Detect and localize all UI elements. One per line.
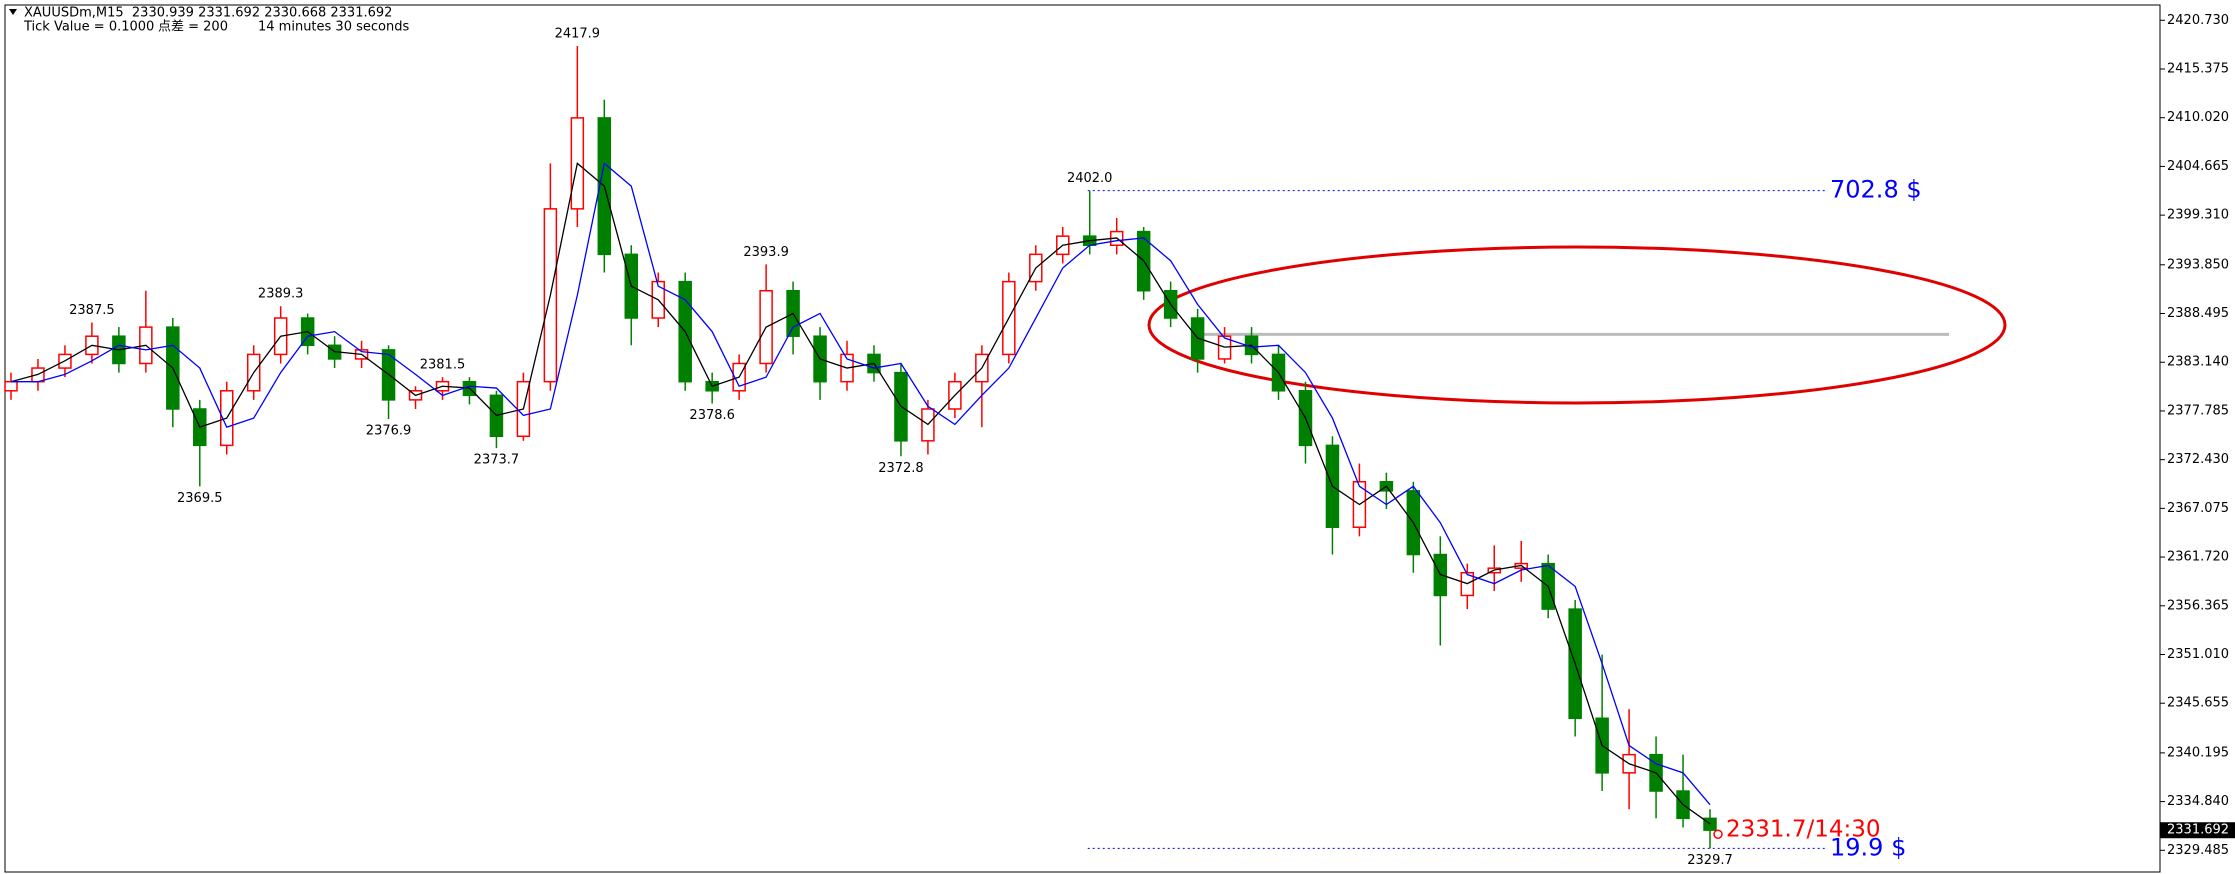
y-tick-label: 2410.020	[2167, 110, 2229, 125]
swing-label: 2393.9	[743, 245, 789, 260]
y-tick-label: 2393.850	[2167, 257, 2229, 272]
countdown: 14 minutes 30 seconds	[258, 20, 409, 35]
level-label: 19.9 $	[1830, 833, 1906, 861]
spread: 点差 = 200	[158, 20, 228, 35]
symbol-line: XAUUSDm,M15 2330.939 2331.692 2330.668 2…	[24, 6, 392, 21]
y-tick-label: 2415.375	[2167, 61, 2229, 76]
plot-frame	[4, 4, 2161, 873]
y-tick-label: 2372.430	[2167, 452, 2229, 467]
y-tick-label: 2420.730	[2167, 13, 2229, 28]
candle-body	[4, 380, 18, 392]
swing-label: 2417.9	[555, 27, 601, 42]
swing-label: 2369.5	[177, 491, 223, 506]
y-tick-label: 2345.655	[2167, 696, 2229, 711]
y-tick-label: 2334.840	[2167, 794, 2229, 809]
y-tick-label: 2367.075	[2167, 501, 2229, 516]
y-tick-label: 2340.195	[2167, 745, 2229, 760]
y-tick-label: 2329.485	[2167, 843, 2229, 858]
y-tick-label: 2404.665	[2167, 159, 2229, 174]
level-label: 702.8 $	[1830, 176, 1922, 204]
swing-label: 2389.3	[258, 287, 304, 302]
y-tick-label: 2388.495	[2167, 306, 2229, 321]
swing-label: 2387.5	[69, 303, 115, 318]
countdown-label: 2331.7/14:30	[1726, 817, 1881, 843]
y-tick-label: 2377.785	[2167, 403, 2229, 418]
candle-body	[1703, 817, 1717, 831]
swing-label: 2329.7	[1687, 853, 1733, 868]
swing-label: 2381.5	[420, 358, 466, 373]
swing-label: 2402.0	[1067, 171, 1113, 186]
price-marker	[1713, 829, 1723, 839]
swing-label: 2376.9	[366, 423, 412, 438]
moving-average	[11, 162, 1711, 806]
collapse-triangle[interactable]	[9, 9, 17, 15]
moving-average	[10, 162, 1711, 825]
y-tick-label: 2351.010	[2167, 647, 2229, 662]
y-tick-label: 2361.720	[2167, 550, 2229, 565]
highlight-ellipse	[1147, 245, 2007, 405]
swing-label: 2378.6	[689, 408, 735, 423]
swing-label: 2372.8	[878, 461, 924, 476]
y-tick-label: 2399.310	[2167, 208, 2229, 223]
y-tick-label: 2356.365	[2167, 598, 2229, 613]
tick-value: Tick Value = 0.1000	[23, 20, 154, 35]
last-price-label: 2331.692	[2167, 823, 2229, 838]
y-tick-label: 2383.140	[2167, 355, 2229, 370]
swing-label: 2373.7	[474, 453, 520, 468]
last-price-box	[2160, 822, 2235, 839]
